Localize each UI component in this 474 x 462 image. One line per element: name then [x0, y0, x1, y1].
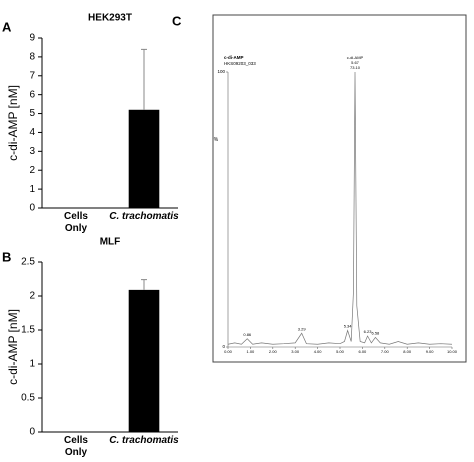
y-tick-label: 0: [222, 344, 225, 349]
x-tick-label: 0.00: [224, 349, 233, 354]
peak-label: 5.67: [351, 60, 360, 65]
x-tick-label: 2.00: [269, 349, 278, 354]
chart-title: MLF: [100, 237, 121, 248]
y-tick-label: 0.5: [21, 393, 35, 404]
x-tick-label: 3.00: [291, 349, 300, 354]
error-bar: [141, 279, 147, 290]
y-tick-label: 6: [29, 89, 35, 100]
x-tick-label: C. trachomatis: [109, 435, 179, 446]
peak-label: 0.86: [243, 332, 252, 337]
y-axis-label: %: [214, 137, 219, 143]
y-tick-label: 7: [29, 70, 35, 81]
y-tick-label: 9: [29, 33, 35, 44]
y-tick-label: 2: [29, 291, 35, 302]
y-axis-label: c-di-AMP [nM]: [6, 309, 20, 385]
bar: [128, 109, 160, 208]
header-text: c-di-AMP: [224, 55, 244, 60]
y-tick-label: 1: [29, 184, 35, 195]
panel-letter: B: [2, 249, 11, 264]
peak-label: c-di-AMP: [347, 55, 364, 60]
x-tick-label: 8.00: [403, 349, 412, 354]
y-tick-label: 1.5: [21, 325, 35, 336]
x-tick-label: 7.00: [381, 349, 390, 354]
error-bar: [141, 48, 147, 110]
y-tick-label: 0: [29, 427, 35, 438]
x-tick-label: C. trachomatis: [109, 211, 179, 222]
y-tick-label: 5: [29, 108, 35, 119]
y-tick-label: 4: [29, 127, 35, 138]
y-tick-label: 0: [29, 203, 35, 214]
peak-label: 73.10: [350, 65, 361, 70]
header-text: HKS09203_033: [224, 61, 256, 66]
peak-label: 6.58: [371, 330, 380, 335]
x-tick-label: Cells Only: [64, 211, 88, 234]
y-tick-label: 3: [29, 146, 35, 157]
panel-letter: A: [2, 19, 12, 34]
trace: [227, 71, 453, 345]
x-tick-label: 4.00: [314, 349, 323, 354]
panel-frame: [212, 14, 467, 363]
x-tick-label: 5.00: [336, 349, 345, 354]
chart-title: HEK293T: [88, 13, 132, 24]
y-axis-label: c-di-AMP [nM]: [6, 85, 20, 161]
panel-letter: C: [172, 13, 182, 28]
x-tick-label: 10.00: [447, 349, 458, 354]
y-tick-label: 1: [29, 359, 35, 370]
peak-label: 5.34: [344, 324, 353, 329]
y-tick-label: 8: [29, 52, 35, 63]
bar: [128, 289, 160, 432]
y-tick-label: 2.5: [21, 257, 35, 268]
y-tick-label: 100: [217, 69, 225, 74]
x-tick-label: 1.00: [247, 349, 256, 354]
x-tick-label: Cells Only: [64, 435, 88, 458]
x-tick-label: 9.00: [426, 349, 435, 354]
peak-label: 6.23: [364, 329, 373, 334]
peak-label: 3.29: [298, 326, 307, 331]
y-tick-label: 2: [29, 165, 35, 176]
x-tick-label: 6.00: [359, 349, 368, 354]
